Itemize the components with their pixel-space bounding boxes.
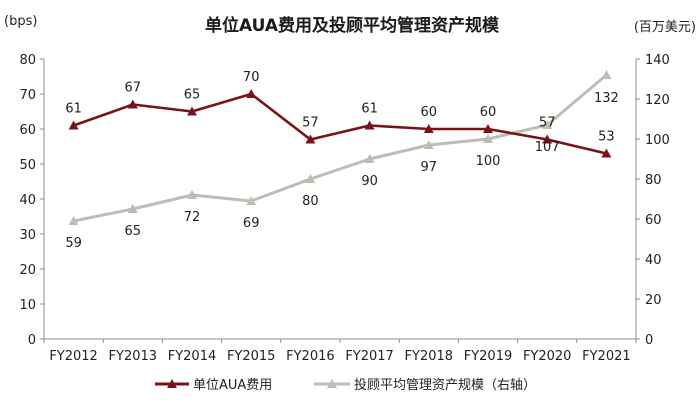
legend: 单位AUA费用 投顾平均管理资产规模（右轴） — [155, 377, 536, 393]
series-line — [72, 73, 608, 223]
right-tick-label: 100 — [645, 133, 670, 148]
right-tick-label: 0 — [645, 333, 653, 348]
data-point-marker — [305, 134, 316, 144]
x-tick-label: FY2017 — [345, 349, 394, 364]
legend-label: 投顾平均管理资产规模（右轴） — [354, 377, 536, 393]
data-point-marker — [364, 154, 375, 163]
x-tick-label: FY2012 — [49, 349, 98, 364]
chart-title: 单位AUA费用及投顾平均管理资产规模 — [205, 15, 500, 36]
data-point-marker — [483, 134, 493, 143]
data-point-marker — [542, 134, 553, 144]
data-point-marker — [187, 106, 197, 116]
left-tick-label: 80 — [19, 53, 36, 68]
legend-item-aum: 投顾平均管理资产规模（右轴） — [314, 377, 536, 393]
x-tick-label: FY2014 — [168, 349, 217, 364]
data-point-marker — [127, 204, 138, 213]
fee-data-label: 57 — [539, 116, 556, 131]
left-tick-label: 0 — [28, 333, 36, 348]
data-point-marker — [364, 120, 375, 130]
fee-data-label: 61 — [361, 102, 378, 117]
left-axis-unit: (bps) — [4, 14, 37, 29]
aum-data-label: 80 — [302, 194, 319, 209]
fee-data-label: 70 — [243, 70, 260, 85]
data-point-marker — [305, 174, 316, 183]
x-tick-label: FY2013 — [109, 349, 158, 364]
data-point-marker — [68, 120, 79, 130]
right-axis-unit: (百万美元) — [634, 20, 696, 35]
left-tick-label: 20 — [19, 263, 36, 278]
fee-data-label: 67 — [125, 81, 142, 96]
x-tick-label: FY2021 — [582, 349, 631, 364]
aum-data-label: 100 — [476, 154, 501, 169]
aum-data-label: 97 — [421, 160, 438, 175]
left-tick-label: 30 — [19, 228, 36, 243]
data-point-marker — [246, 89, 257, 98]
left-tick-label: 50 — [19, 158, 36, 173]
x-tick-label: FY2020 — [523, 349, 572, 364]
right-tick-label: 140 — [645, 53, 670, 68]
aum-data-label: 90 — [361, 174, 378, 189]
fee-data-label: 60 — [480, 105, 497, 120]
right-tick-label: 60 — [645, 213, 662, 228]
legend-item-fee: 单位AUA费用 — [155, 378, 272, 393]
legend-marker — [167, 379, 177, 388]
aum-data-label: 132 — [594, 91, 619, 106]
x-tick-label: FY2015 — [227, 349, 276, 364]
data-point-marker — [187, 190, 197, 199]
aum-data-label: 65 — [125, 224, 142, 239]
fee-data-label: 65 — [184, 88, 201, 103]
data-point-marker — [68, 216, 79, 225]
aum-data-label: 59 — [65, 236, 82, 251]
x-tick-label: FY2018 — [405, 349, 454, 364]
fee-data-label: 53 — [598, 130, 615, 145]
data-point-marker — [483, 124, 493, 133]
right-tick-label: 40 — [645, 253, 662, 268]
legend-label: 单位AUA费用 — [193, 378, 272, 393]
data-labels: 61 67 65 70 57 61 60 60 57 53 59 65 72 69 80 90 97 100 107… — [65, 70, 618, 251]
series-fee — [68, 89, 612, 158]
axes: 0 10 20 30 40 50 60 70 80 0 20 40 60 80 100 120 140 FY201… — [19, 53, 669, 364]
data-point-marker — [601, 148, 612, 158]
data-point-marker — [601, 70, 612, 79]
aum-data-label: 69 — [243, 216, 260, 231]
left-tick-label: 40 — [19, 193, 36, 208]
aum-data-label: 107 — [535, 140, 560, 155]
left-tick-label: 70 — [19, 88, 36, 103]
left-tick-label: 60 — [19, 123, 36, 138]
fee-data-label: 61 — [65, 102, 82, 117]
data-point-marker — [246, 196, 257, 205]
data-point-marker — [423, 124, 434, 133]
left-tick-label: 10 — [19, 298, 36, 313]
right-tick-label: 20 — [645, 293, 662, 308]
series-aum — [68, 70, 612, 225]
series-line — [72, 92, 608, 155]
aum-data-label: 72 — [184, 210, 201, 225]
data-point-marker — [542, 120, 553, 129]
fee-data-label: 57 — [302, 116, 319, 131]
series-layer: 61 67 65 70 57 61 60 60 57 53 59 65 72 69 80 90 97 100 107… — [65, 70, 619, 251]
data-point-marker — [127, 99, 138, 109]
fee-data-label: 60 — [421, 105, 438, 120]
x-tick-label: FY2019 — [464, 349, 513, 364]
right-tick-label: 120 — [645, 93, 670, 108]
x-tick-label: FY2016 — [286, 349, 335, 364]
right-tick-label: 80 — [645, 173, 662, 188]
legend-marker — [327, 379, 337, 388]
data-point-marker — [423, 140, 434, 149]
